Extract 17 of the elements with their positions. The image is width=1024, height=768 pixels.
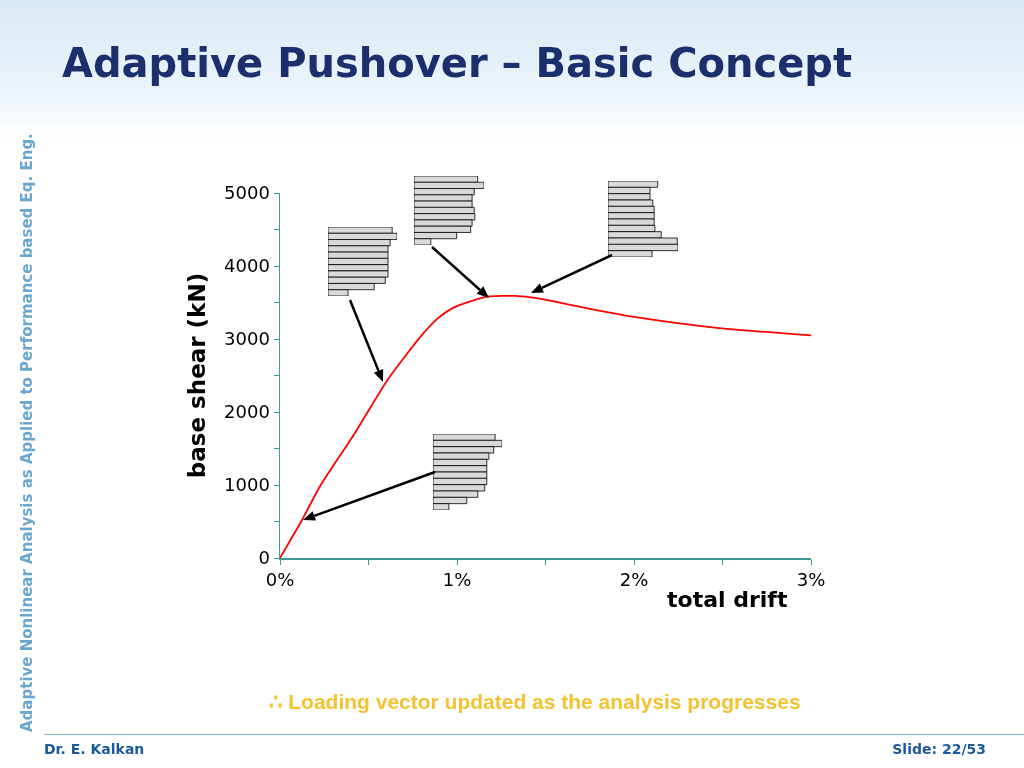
text: ∴ Loading vector updated as the analysis progresses (268, 690, 802, 714)
x-tick-label: 3% (796, 569, 826, 591)
y-tick-label: 2000 (224, 401, 270, 423)
text: Slide: 22/53 (892, 741, 986, 757)
text: Dr. E. Kalkan (44, 741, 145, 757)
x-axis-title: total drift (667, 587, 788, 612)
x-tick-label: 0% (265, 569, 295, 591)
x-tick-label: 1% (442, 569, 472, 591)
y-axis-title: base shear (kN) (183, 272, 210, 479)
y-tick-label: 4000 (224, 255, 270, 277)
x-tick-label: 2% (619, 569, 649, 591)
chart-title: Adaptive Pushover – Basic Concept (62, 40, 853, 86)
y-tick-label: 0 (258, 547, 270, 569)
y-tick-label: 3000 (224, 328, 270, 350)
y-tick-label: 5000 (224, 182, 270, 204)
y-tick-label: 1000 (224, 474, 270, 496)
text: Adaptive Nonlinear Analysis as Applied to Performance based Eq. Eng. (18, 133, 36, 732)
